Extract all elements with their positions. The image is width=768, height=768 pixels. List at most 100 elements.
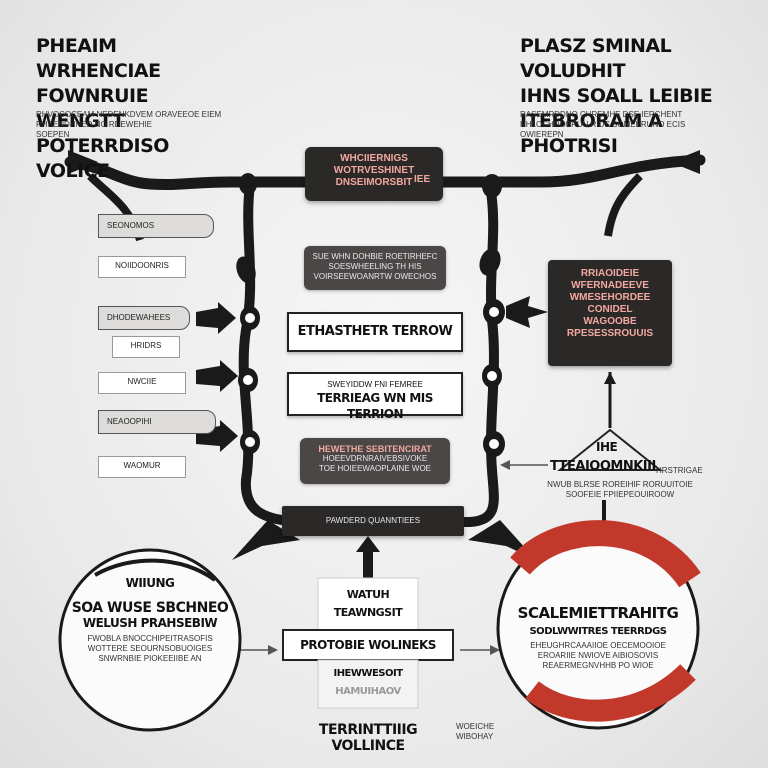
left-sub-label: NWCIIE	[127, 377, 157, 386]
left-tab-1[interactable]: SEONOMOS	[98, 214, 214, 238]
top-right-body: RASEMRDDNO CHREMHE DSE IERCHENT RHLOCHRO…	[520, 110, 745, 140]
bottom-center-footer-side-line: WOEICHE	[456, 722, 495, 731]
top-left-body-line: RHVOCOCEAM NEDENKDVEM ORAVEEOE EIEM	[36, 110, 222, 119]
left-tab-label: NEAOOPIHI	[107, 417, 152, 426]
center-top-box-line: DNSEIMORSBIT	[335, 177, 413, 188]
right-box-line: RPESESSROUUIS	[566, 328, 654, 339]
bottom-center-line5: HAMUIHAOV	[335, 686, 401, 697]
bottom-left-circle-body-line: SNWRNBIE PIOKEEIIBE AN	[98, 654, 202, 663]
left-arrow-3	[196, 420, 238, 452]
top-right-title-line: IHNS SOALL LEIBIE	[520, 85, 713, 107]
top-right-title-line: PLASZ SMINAL VOLUDHIT	[520, 35, 672, 82]
bottom-left-circle-line2: SOA WUSE SBCHNEO	[71, 600, 229, 616]
center-bottom-label: PAWDERD QUANNTIEES	[282, 506, 464, 536]
red-arc-bottom	[525, 663, 696, 722]
left-sub-2[interactable]: HRIDRS	[112, 336, 180, 358]
left-sub-4[interactable]: WAOMUR	[98, 456, 186, 478]
top-left-body: RHVOCOCEAM NEDENKDVEM ORAVEEOE EIEM RHSE…	[36, 110, 236, 140]
right-label-side: HRSTRIGAE	[656, 466, 703, 475]
left-tab-label: SEONOMOS	[107, 221, 155, 230]
bottom-right-circle-line1: SCALEMIETTRAHITG	[517, 604, 679, 622]
top-curve-connector	[64, 154, 706, 191]
right-label-body-line: SOOFEIE FPIIEPEOUIROOW	[565, 490, 675, 499]
left-sub-label: NOIIDOONRIS	[115, 261, 169, 270]
top-left-body-line: SOEPEN	[36, 130, 70, 139]
right-label-body: NWUB BLRSE ROREIHIF RORUUITOIE SOOFEIE F…	[520, 480, 720, 500]
center-gray-box-1: SUE WHN DOHBIE ROETIRHEFC SOESWHEELING T…	[304, 246, 446, 290]
center-top-box-side: IEE	[414, 174, 431, 185]
bottom-left-circle-body-line: FWOBLA BNOCCHIPEITRASOFIS	[87, 634, 213, 643]
center-bottom-label-text: PAWDERD QUANNTIEES	[325, 516, 421, 525]
top-left-title-line: POTERRDISO VOLICE	[36, 135, 169, 182]
center-top-box: WHCIIERNIGS WOTRVESHINET DNSEIMORSBIT	[305, 147, 443, 201]
right-box-line: WMESEHORDEE	[569, 292, 651, 303]
center-white-box-2: SWEYIDDW FNI FEMREE TERRIEAG WN MIS TERR…	[287, 372, 463, 421]
top-left-arrowhead	[68, 150, 98, 174]
left-sub-label: HRIDRS	[130, 341, 162, 350]
bottom-left-circle-line3: WELUSH PRAHSEBIW	[82, 616, 218, 630]
right-curve-hook	[604, 173, 643, 237]
bottom-center-footer-side: WOEICHE WIBOHAY	[456, 722, 494, 742]
center-top-box-line: WHCIIERNIGS	[340, 153, 408, 164]
left-sub-label: WAOMUR	[123, 461, 161, 470]
top-right-title-line: ITEBRORAM A PHOTRISI	[520, 110, 663, 157]
bottom-left-circle-body: FWOBLA BNOCCHIPEITRASOFIS WOTTERE SEOURN…	[62, 634, 238, 664]
center-gray-box-2-line: HEWETHE SEBITENCIRAT	[318, 444, 432, 454]
bottom-left-circle	[58, 548, 242, 732]
top-left-body-line: RHSENDHNED NO RDEWEHIE	[36, 120, 153, 129]
top-left-title: PHEAIM WRHENCIAE FOWNRUIE WENGTT POTERRD…	[36, 34, 236, 184]
left-sub-3[interactable]: NWCIIE	[98, 372, 186, 394]
right-box-line: CONIDEL	[587, 304, 633, 315]
right-dark-box: RRIAOIDEIE WFERNADEEVE WMESEHORDEE CONID…	[548, 260, 672, 366]
left-tab-3[interactable]: NEAOOPIHI	[98, 410, 216, 434]
center-top-box-line: WOTRVESHINET	[333, 165, 415, 176]
bottom-center-footer-side-line: WIBOHAY	[456, 732, 494, 741]
red-arc-top	[510, 520, 701, 588]
top-right-body-line: OWIEREPN	[520, 130, 564, 139]
right-label-main: TTEAIOOMNKIII	[550, 459, 656, 474]
right-label-body-line: NWUB BLRSE ROREIHIF RORUUITOIE	[547, 480, 693, 489]
bottom-right-circle-body-line: EHEUGHRCAAAIIOE OECEMOOIOE	[530, 641, 666, 650]
bottom-center-line1: WATUH	[346, 588, 390, 601]
top-right-body-line: RHLOCHROERUU RIDS SOMEERUNO ECIS	[520, 120, 686, 129]
bottom-left-circle-body-line: WOTTERE SEOURNSOBUOIGES	[87, 644, 213, 653]
top-right-title: PLASZ SMINAL VOLUDHIT IHNS SOALL LEIBIE …	[520, 34, 750, 159]
center-gray-box-1-line: VOIRSEEWOANRTW OWECHOS	[313, 272, 437, 281]
right-box-line: WFERNADEEVE	[571, 280, 649, 291]
bottom-center-footer: TERRINTTIIIG VOLLINCE	[318, 722, 418, 754]
bottom-right-circle-body: EHEUGHRCAAAIIOE OECEMOOIOE EROARIIE NWIO…	[502, 641, 694, 671]
bottom-right-circle-content: SCALEMIETTRAHITG SODLWWITRES TEERRDGS EH…	[502, 604, 694, 671]
triangle-label-shape	[557, 428, 663, 471]
center-gray-box-2-line: TOE HOIEEWAOPLAINE WOE	[318, 464, 432, 473]
center-gray-box-2: HEWETHE SEBITENCIRAT HOEEVDRNRAIVEBSIVOK…	[300, 438, 450, 484]
bottom-right-circle-body-line: EROARIIE NWIOVE AIBIOSOVIS	[537, 651, 659, 660]
right-box-line: WAGOOBE	[583, 316, 637, 327]
center-gray-box-1-line: SOESWHEELING TH HIS	[328, 262, 422, 271]
left-tab-label: DHODEWAHEES	[107, 313, 171, 322]
bottom-right-circle-line2: SODLWWITRES TEERRDGS	[529, 626, 667, 637]
top-right-body-line: RASEMRDDNO CHREMHE DSE IERCHENT	[520, 110, 683, 119]
left-arrow-2	[196, 360, 238, 392]
center-gray-box-2-line: HOEEVDRNRAIVEBSIVOKE	[322, 454, 428, 463]
right-box-line: RRIAOIDEIE	[580, 268, 640, 279]
left-tab-2[interactable]: DHODEWAHEES	[98, 306, 190, 330]
right-label-top: IHE	[596, 440, 618, 454]
center-gray-box-1-line: SUE WHN DOHBIE ROETIRHEFC	[312, 252, 438, 261]
bottom-right-circle-body-line: REAERMEGNVHHB PO WIOE	[542, 661, 654, 670]
right-arrow	[506, 296, 548, 328]
top-left-title-line: FOWNRUIE WENGTT	[36, 85, 149, 132]
bottom-left-circle-line1: WIIUNG	[125, 576, 175, 590]
top-right-arrowhead	[670, 150, 700, 174]
center-white-box-2-line: TERRIEAG WN MIS TERRION	[317, 391, 433, 421]
center-white-box-1-label: ETHASTHETR TERROW	[297, 324, 453, 339]
center-up-arrow	[356, 536, 380, 552]
bottom-center-line4: IHEWWESOIT	[333, 668, 403, 679]
center-white-box-2-line: SWEYIDDW FNI FEMREE	[327, 380, 423, 389]
bottom-center-line2: TEAWNGSIT	[333, 606, 403, 619]
bottom-left-circle-content: WIIUNG SOA WUSE SBCHNEO WELUSH PRAHSEBIW…	[62, 576, 238, 664]
left-sub-1[interactable]: NOIIDOONRIS	[98, 256, 186, 278]
left-arrow-1	[196, 302, 236, 334]
center-white-box-1: ETHASTHETR TERROW	[287, 312, 463, 352]
top-left-title-line: PHEAIM WRHENCIAE	[36, 35, 161, 82]
